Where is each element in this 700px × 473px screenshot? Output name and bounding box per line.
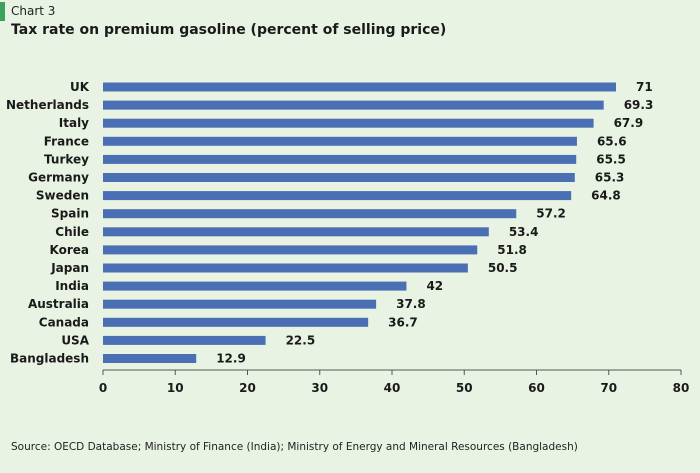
accent-bar <box>0 2 5 21</box>
value-label-netherlands: 69.3 <box>624 98 654 112</box>
value-label-sweden: 64.8 <box>591 189 621 203</box>
category-label-sweden: Sweden <box>36 189 89 203</box>
chart-title: Tax rate on premium gasoline (percent of… <box>11 22 447 38</box>
bar-turkey <box>103 154 577 164</box>
bar-germany <box>103 173 575 182</box>
source-note: Source: OECD Database; Ministry of Finan… <box>11 441 578 453</box>
value-label-france: 65.6 <box>597 134 627 148</box>
category-label-australia: Australia <box>28 297 89 311</box>
category-label-france: France <box>44 134 89 148</box>
value-label-korea: 51.8 <box>497 243 527 257</box>
bar-uk <box>103 82 616 92</box>
bar-canada <box>103 317 369 327</box>
bar-australia <box>103 299 377 309</box>
x-tick-label-10: 10 <box>167 381 184 395</box>
x-tick-label-40: 40 <box>384 381 401 395</box>
value-label-japan: 50.5 <box>488 261 518 275</box>
bar-netherlands <box>103 100 604 110</box>
bar-italy <box>103 118 594 128</box>
bar-korea <box>103 245 478 255</box>
category-label-korea: Korea <box>50 243 90 257</box>
value-label-uk: 71 <box>636 80 653 94</box>
bar-chile <box>103 227 489 237</box>
bar-india <box>103 281 407 291</box>
value-label-turkey: 65.5 <box>596 152 626 166</box>
x-tick-label-60: 60 <box>528 381 545 395</box>
value-label-canada: 36.7 <box>388 315 418 329</box>
category-label-germany: Germany <box>28 171 89 185</box>
x-tick-label-20: 20 <box>239 381 256 395</box>
category-label-turkey: Turkey <box>44 152 89 166</box>
x-tick-label-80: 80 <box>673 381 690 395</box>
value-label-spain: 57.2 <box>536 207 566 221</box>
bar-spain <box>103 209 517 219</box>
value-label-germany: 65.3 <box>595 171 625 185</box>
value-label-bangladesh: 12.9 <box>216 352 246 366</box>
category-label-india: India <box>55 279 89 293</box>
chart-label: Chart 3 <box>11 4 56 18</box>
value-label-chile: 53.4 <box>509 225 539 239</box>
category-label-chile: Chile <box>55 225 89 239</box>
category-label-netherlands: Netherlands <box>6 98 89 112</box>
x-tick-label-0: 0 <box>99 381 107 395</box>
category-label-usa: USA <box>61 333 89 347</box>
bar-usa <box>103 335 266 345</box>
bar-japan <box>103 263 468 273</box>
value-label-usa: 22.5 <box>286 333 316 347</box>
category-label-uk: UK <box>70 80 90 94</box>
bar-france <box>103 136 577 146</box>
category-label-japan: Japan <box>50 261 89 275</box>
category-label-canada: Canada <box>39 315 89 329</box>
bar-sweden <box>103 191 572 201</box>
value-label-italy: 67.9 <box>614 116 644 130</box>
value-label-india: 42 <box>426 279 443 293</box>
x-tick-label-30: 30 <box>311 381 328 395</box>
x-tick-label-70: 70 <box>600 381 617 395</box>
category-label-italy: Italy <box>59 116 89 130</box>
x-tick-label-50: 50 <box>456 381 473 395</box>
value-label-australia: 37.8 <box>396 297 426 311</box>
bar-bangladesh <box>103 354 197 363</box>
category-label-spain: Spain <box>51 207 89 221</box>
category-label-bangladesh: Bangladesh <box>10 352 89 366</box>
